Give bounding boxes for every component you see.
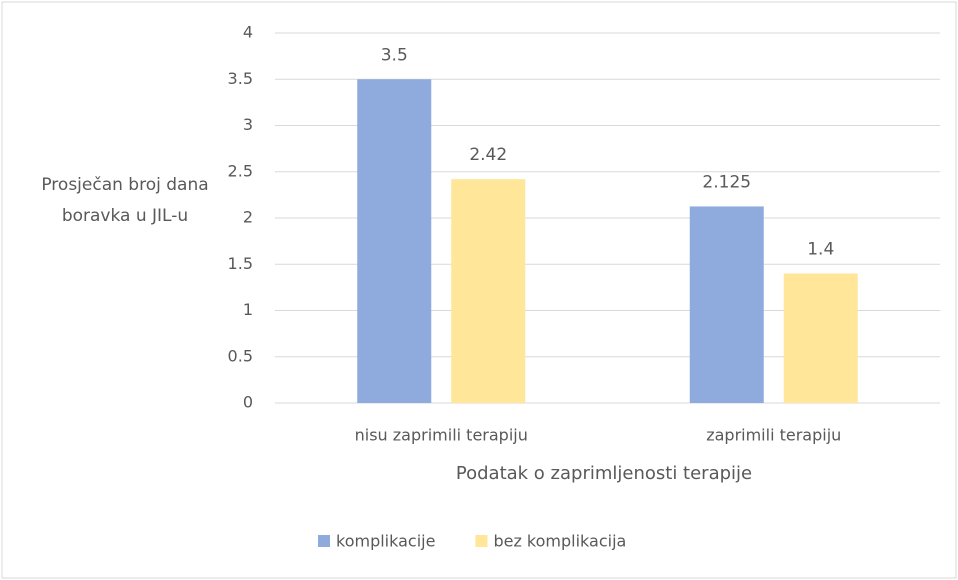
y-tick-label: 3 <box>243 115 253 134</box>
legend-swatch <box>318 535 330 547</box>
legend-label: bez komplikacija <box>493 532 626 551</box>
x-axis-label: Podatak o zaprimljenosti terapije <box>456 463 752 484</box>
y-tick-label: 3.5 <box>228 69 253 88</box>
y-axis-label: Prosječan broj dana boravka u JIL-u <box>41 175 209 226</box>
y-tick-label: 2 <box>243 208 253 227</box>
x-tick-label: nisu zaprimili terapiju <box>355 426 528 445</box>
data-label: 2.125 <box>702 172 751 192</box>
y-tick-label: 0.5 <box>228 346 253 365</box>
y-tick-label: 4 <box>243 23 253 42</box>
bar <box>689 206 764 403</box>
y-tick-label: 0 <box>243 393 253 412</box>
legend-swatch <box>475 535 488 547</box>
y-tick-label: 1.5 <box>228 254 253 273</box>
data-label: 3.5 <box>381 45 408 65</box>
bar <box>783 273 858 403</box>
bar <box>451 179 526 403</box>
data-label: 2.42 <box>469 145 507 165</box>
bar <box>357 79 432 403</box>
legend-label: komplikacije <box>336 532 435 551</box>
x-tick-label: zaprimili terapiju <box>706 426 841 445</box>
y-tick-label: 2.5 <box>228 161 253 180</box>
data-label: 1.4 <box>807 240 834 260</box>
y-tick-label: 1 <box>243 300 253 319</box>
